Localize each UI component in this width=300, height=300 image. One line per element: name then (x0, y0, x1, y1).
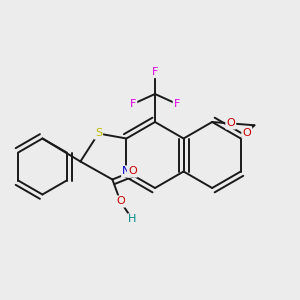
Text: H: H (128, 214, 136, 224)
Text: O: O (242, 128, 251, 138)
Text: O: O (226, 118, 235, 128)
Text: N: N (122, 167, 130, 176)
Text: F: F (130, 99, 136, 109)
Text: F: F (174, 99, 180, 109)
Text: S: S (95, 128, 102, 139)
Text: O: O (116, 196, 125, 206)
Text: F: F (152, 67, 158, 77)
Text: O: O (128, 167, 137, 176)
